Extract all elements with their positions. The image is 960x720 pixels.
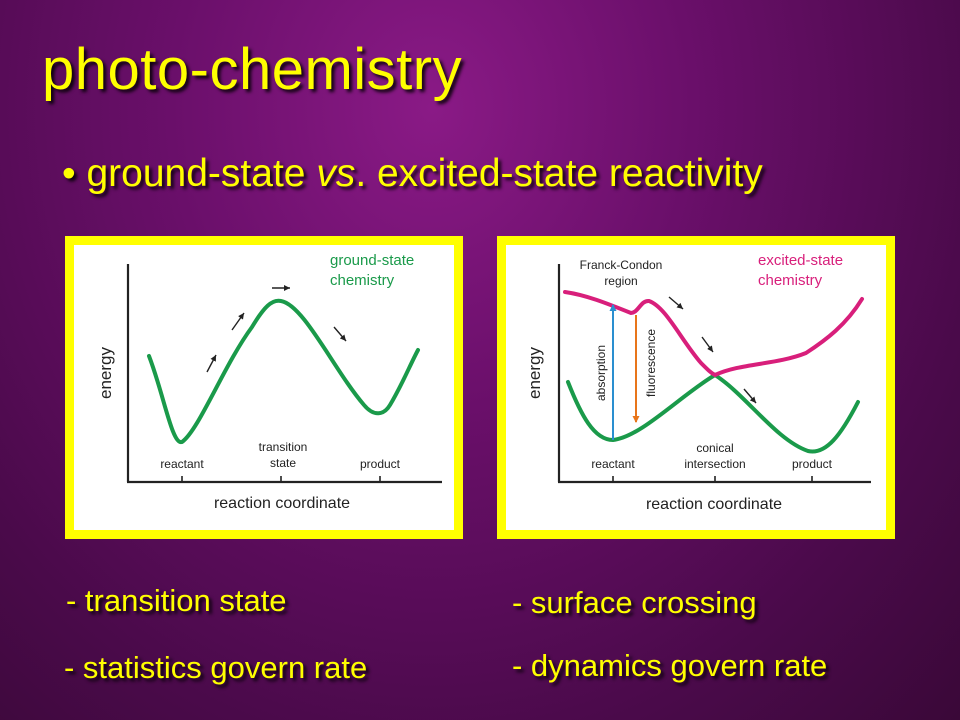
tick-label-product: product <box>360 457 401 471</box>
x-axis-label: reaction coordinate <box>646 496 782 513</box>
excited-state-diagram-panel: excited-state chemistry Franck-Condon re… <box>497 236 895 539</box>
note-dynamics-rate: - dynamics govern rate <box>512 648 828 683</box>
tick-label-intersection: intersection <box>684 457 745 471</box>
bullet-prefix: • ground-state <box>62 152 317 195</box>
ground-state-diagram-panel: ground-state chemistry energy reaction c… <box>65 236 463 539</box>
bullet-point: • ground-state vs. excited-state reactiv… <box>62 152 763 196</box>
ground-state-diagram: ground-state chemistry energy reaction c… <box>96 252 442 512</box>
arrow-descend-2 <box>701 336 714 353</box>
franck-condon-label-line1: Franck-Condon <box>580 258 663 272</box>
diagram-title-line2: chemistry <box>330 272 395 289</box>
diagram-title-line2: chemistry <box>758 272 823 289</box>
y-axis-label: energy <box>96 347 115 399</box>
arrow-ascend-1 <box>206 354 217 373</box>
arrow-ascend-2 <box>231 312 245 331</box>
bullet-suffix: . excited-state reactivity <box>355 152 763 195</box>
tick-label-reactant: reactant <box>160 457 204 471</box>
tick-label-transition: transition <box>259 440 308 454</box>
absorption-label: absorption <box>594 345 608 401</box>
excited-state-diagram-canvas: excited-state chemistry Franck-Condon re… <box>506 245 886 530</box>
arrow-descend-1 <box>668 296 684 310</box>
x-axis-label: reaction coordinate <box>214 495 350 512</box>
franck-condon-label-line2: region <box>604 274 637 288</box>
ground-state-diagram-canvas: ground-state chemistry energy reaction c… <box>74 245 454 530</box>
ground-state-curve <box>147 298 420 444</box>
diagram-title-line1: excited-state <box>758 252 843 269</box>
tick-label-conical: conical <box>696 441 733 455</box>
tick-label-reactant: reactant <box>591 457 635 471</box>
note-statistics-rate: - statistics govern rate <box>64 650 368 685</box>
fluorescence-label: fluorescence <box>644 329 658 397</box>
diagram-title-line1: ground-state <box>330 252 414 269</box>
note-transition-state: - transition state <box>66 583 287 618</box>
excited-state-diagram: excited-state chemistry Franck-Condon re… <box>525 252 871 513</box>
tick-label-state: state <box>270 456 296 470</box>
tick-label-product: product <box>792 457 833 471</box>
bullet-vs: vs <box>316 152 356 195</box>
note-surface-crossing: - surface crossing <box>512 585 757 620</box>
slide-title: photo-chemistry <box>42 37 463 102</box>
y-axis-label: energy <box>525 347 544 399</box>
arrow-descend <box>333 326 347 342</box>
excited-state-curve <box>563 290 864 378</box>
arrow-descend-3 <box>743 388 757 404</box>
